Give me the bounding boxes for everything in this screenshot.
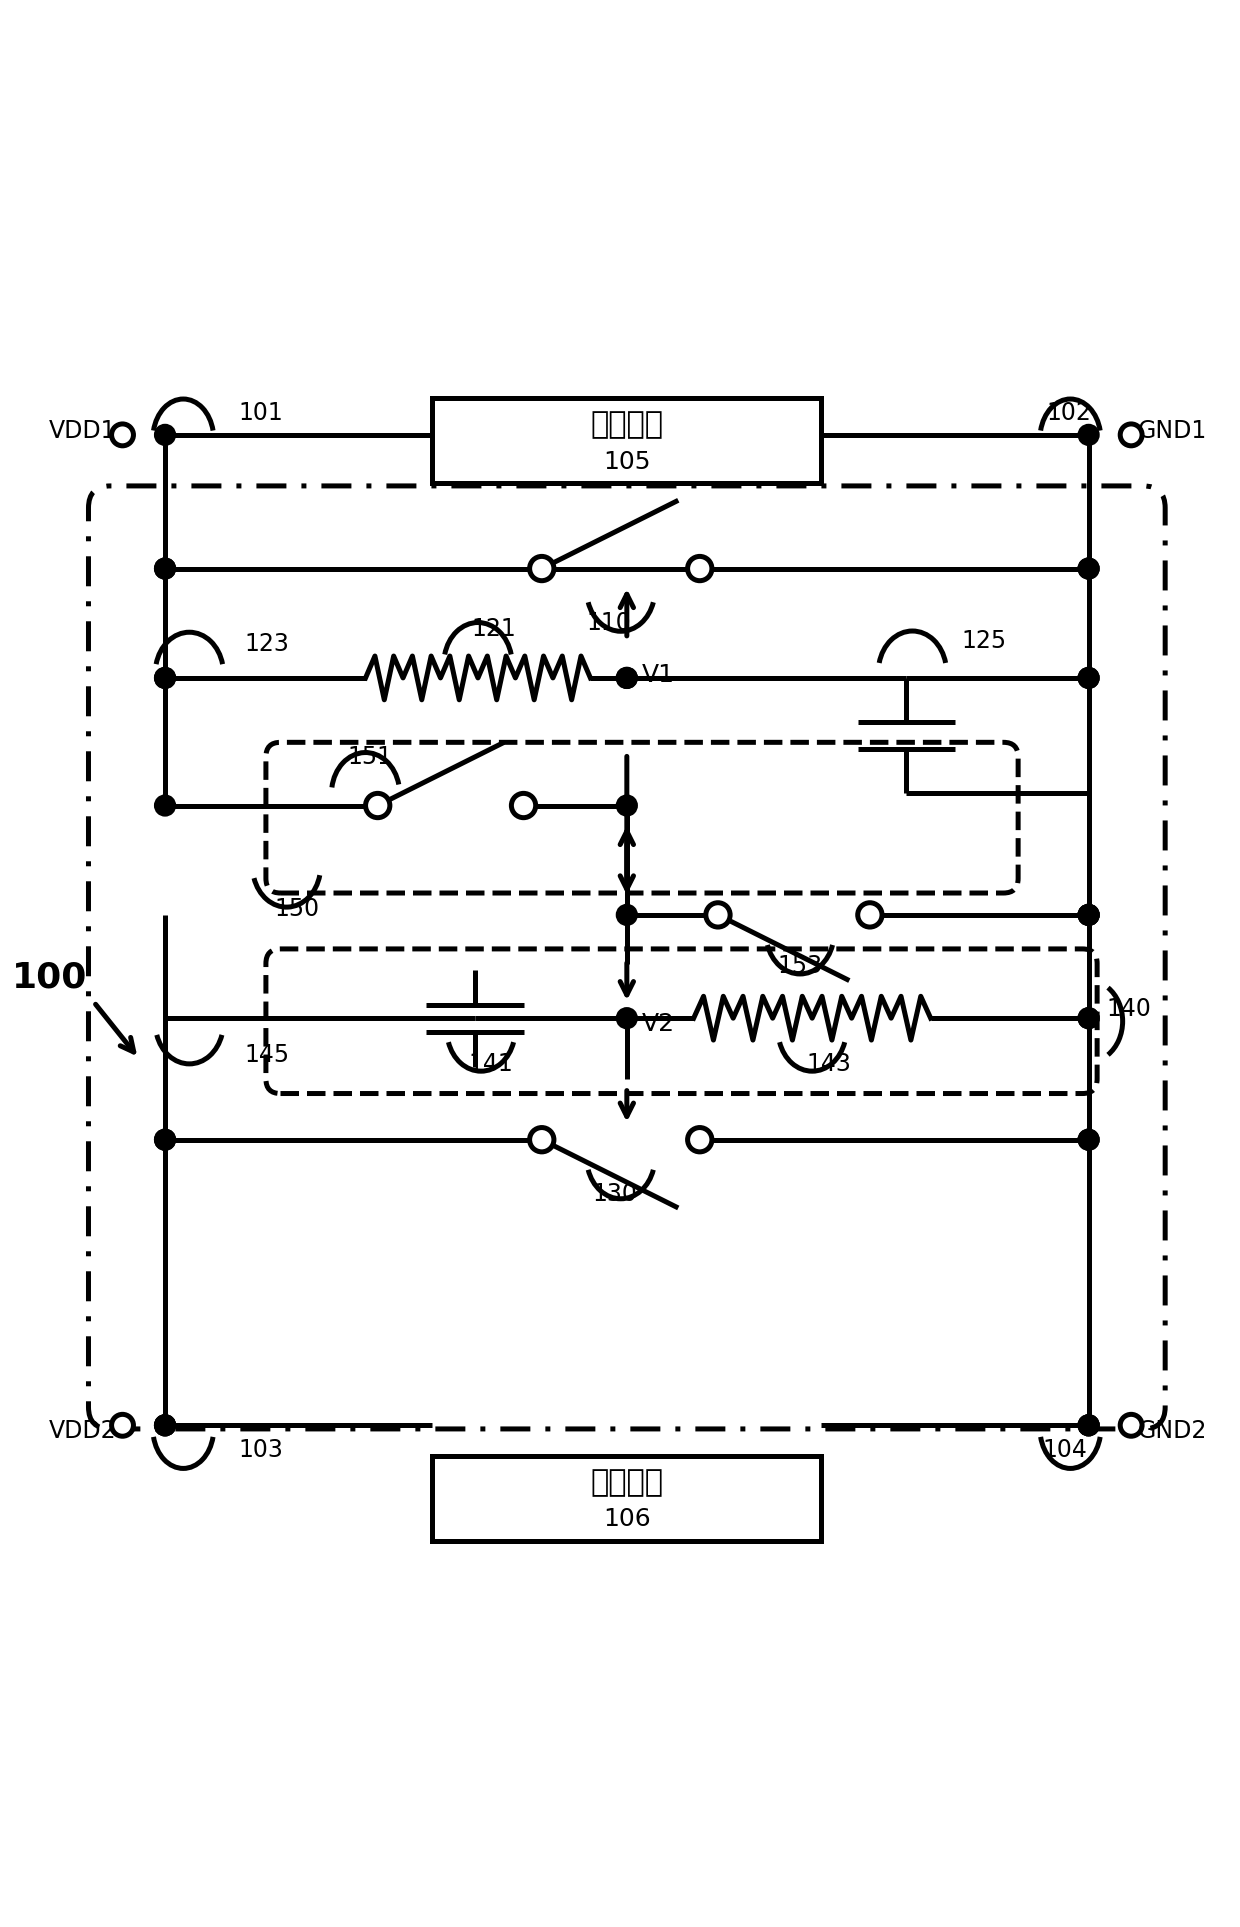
Circle shape [1079,1129,1099,1148]
Circle shape [529,1127,554,1152]
Circle shape [155,669,175,688]
Circle shape [155,426,175,445]
Text: 145: 145 [244,1043,289,1068]
Circle shape [1079,1008,1099,1027]
Text: VDD1: VDD1 [48,420,117,443]
Text: 121: 121 [472,617,517,642]
Circle shape [1079,559,1099,578]
Text: 141: 141 [469,1052,513,1077]
Bar [433,1455,821,1542]
Circle shape [155,1416,175,1436]
Circle shape [155,1416,175,1436]
Circle shape [1120,424,1142,445]
Circle shape [529,557,554,580]
Circle shape [1079,906,1099,925]
Circle shape [706,902,730,927]
Circle shape [112,1414,134,1436]
Circle shape [366,794,389,817]
Text: 130: 130 [593,1183,637,1206]
Circle shape [1079,1129,1099,1148]
Text: 110: 110 [587,611,631,636]
Text: 第二电路: 第二电路 [590,1468,663,1497]
Circle shape [618,796,636,815]
Text: 第一电路: 第一电路 [590,410,663,439]
Circle shape [858,902,882,927]
Circle shape [155,1416,175,1436]
Circle shape [1079,1416,1099,1436]
Circle shape [155,559,175,578]
Text: 143: 143 [806,1052,851,1077]
Text: 105: 105 [603,449,651,474]
Text: 151: 151 [347,746,392,769]
Text: VDD2: VDD2 [48,1420,117,1443]
Circle shape [688,1127,712,1152]
Text: GND1: GND1 [1137,420,1207,443]
Text: 100: 100 [12,962,87,994]
Circle shape [1079,906,1099,925]
Circle shape [1079,906,1099,925]
Circle shape [688,557,712,580]
Text: V2: V2 [641,1012,675,1037]
Circle shape [1079,1008,1099,1027]
Text: 125: 125 [961,630,1006,653]
Circle shape [618,669,636,688]
Circle shape [1079,1416,1099,1436]
Circle shape [1079,559,1099,578]
Circle shape [155,559,175,578]
Circle shape [618,669,636,688]
Circle shape [1079,669,1099,688]
Circle shape [155,1129,175,1148]
Text: 101: 101 [238,401,283,426]
Circle shape [618,906,636,925]
Circle shape [618,1008,636,1027]
Text: V1: V1 [641,663,675,688]
Text: 104: 104 [1043,1438,1087,1461]
Text: GND2: GND2 [1137,1420,1207,1443]
Circle shape [1079,426,1099,445]
Circle shape [112,424,134,445]
Bar [433,399,821,484]
Text: 103: 103 [238,1438,283,1461]
Text: 140: 140 [1107,996,1152,1021]
Circle shape [155,796,175,815]
Text: 106: 106 [603,1507,651,1530]
Circle shape [1079,669,1099,688]
Text: 123: 123 [244,632,289,655]
Circle shape [155,1129,175,1148]
Text: 153: 153 [777,954,822,977]
Text: 102: 102 [1047,401,1091,426]
Circle shape [155,669,175,688]
Circle shape [1120,1414,1142,1436]
Circle shape [1079,1416,1099,1436]
Text: 150: 150 [274,896,320,921]
Circle shape [511,794,536,817]
